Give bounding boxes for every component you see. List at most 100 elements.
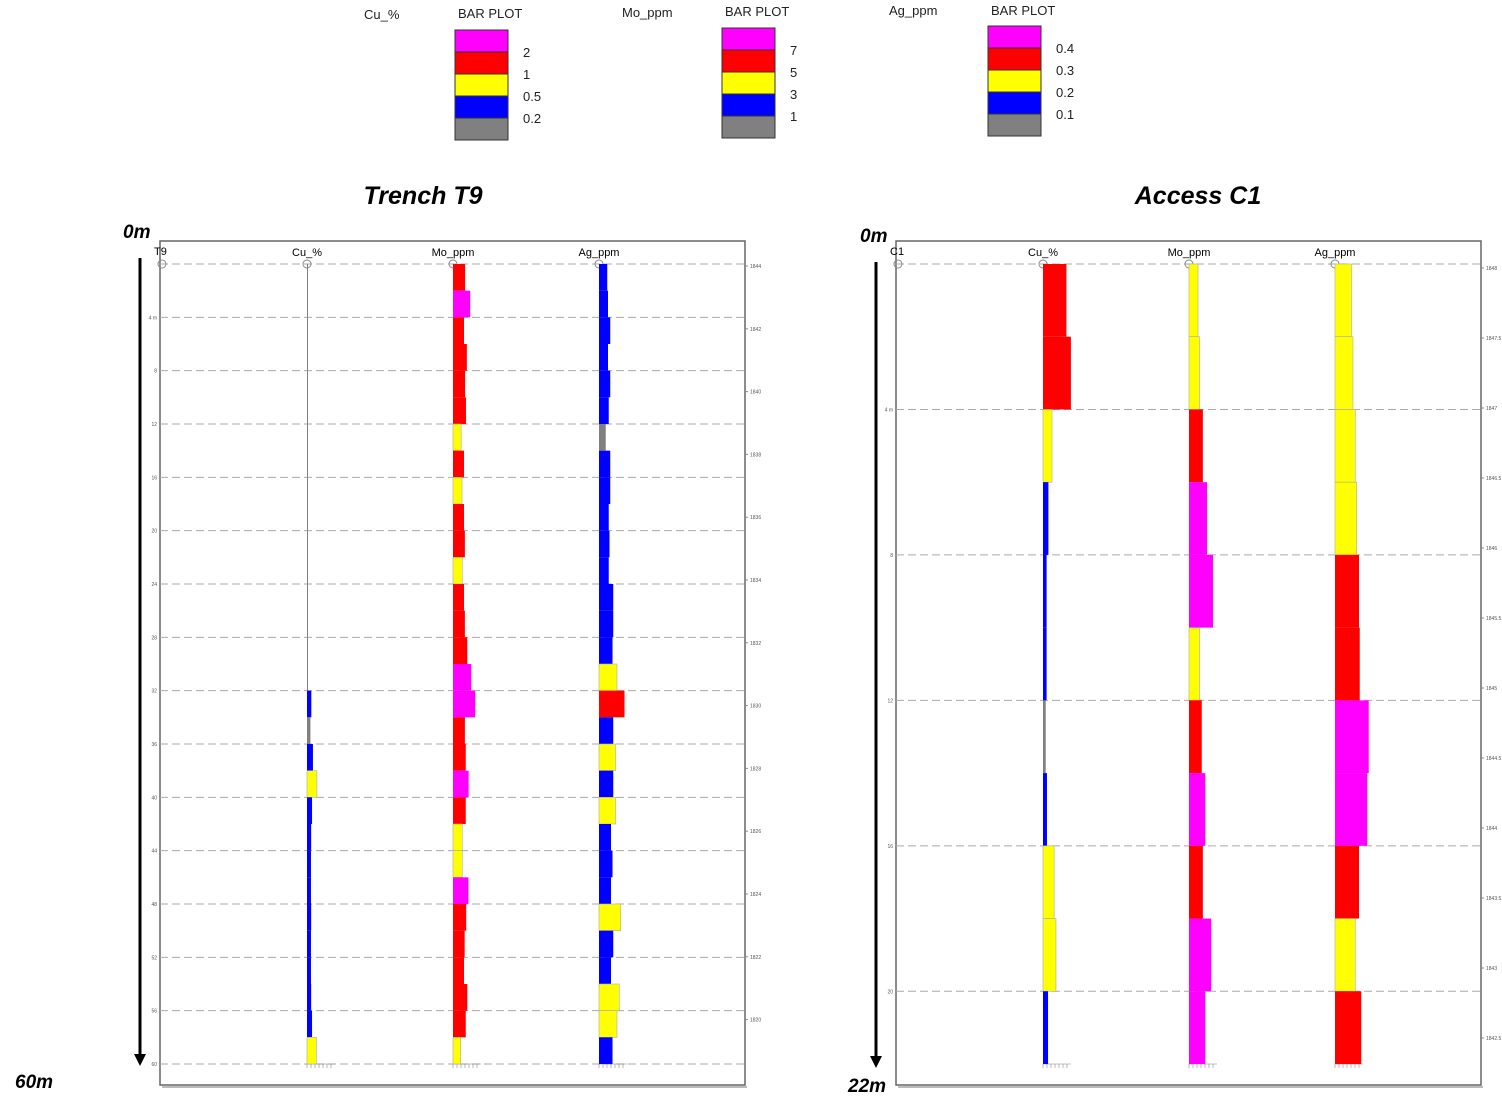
bar-mo-ppm [452,1037,461,1065]
depth-tick-label: 8 [154,369,157,375]
elevation-tick-label: 1838 [750,452,761,458]
bar-mo-ppm [453,904,467,931]
column-header-ag-ppm: Ag_ppm [579,247,620,259]
bar-mo-ppm [1188,336,1200,410]
depth-tick-label: 32 [151,689,157,695]
bar-ag-ppm [599,504,609,531]
bar-ag-ppm [1334,336,1354,410]
legend-element-label: Cu_% [364,7,400,22]
bar-mo-ppm [452,557,463,585]
bar-ag-ppm [599,317,611,344]
bar-mo-ppm [1188,627,1200,701]
bar-mo-ppm [452,477,463,505]
depth-arrow-head [134,1054,146,1066]
bar-cu-% [307,530,308,558]
bar-ag-ppm [599,557,609,584]
bar-mo-ppm [1189,773,1206,846]
elevation-tick-label: 1840 [750,390,761,396]
legend-ag-ppm: Ag_ppm BAR PLOT 0.4 0.3 0.2 0.1 [889,3,1074,137]
depth-tick-label: 24 [151,582,157,588]
depth-tick-label: 4 m [885,407,893,413]
bar-cu-% [307,610,308,638]
elevation-tick-label: 1844 [1486,826,1497,832]
bar-mo-ppm [453,584,464,611]
elevation-tick-label: 1847.5 [1486,336,1502,342]
legend-element-label: Ag_ppm [889,3,937,18]
bar-cu-% [307,397,308,424]
depth-tick-label: 52 [151,955,157,961]
legend-cu-%: Cu_% BAR PLOT 2 1 0.5 0.2 [364,6,541,141]
legend-heading: BAR PLOT [991,3,1055,18]
bar-mo-ppm [1189,845,1203,919]
bar-mo-ppm [453,637,468,664]
bar-ag-ppm [598,983,620,1011]
bar-mo-ppm [453,290,471,318]
plot-frame [159,240,746,1086]
legend-threshold-label: 0.4 [1056,41,1074,56]
bar-ag-ppm [599,637,613,664]
bar-cu-% [1042,918,1057,992]
depth-tick-label: 20 [887,989,893,995]
bar-ag-ppm [598,743,616,771]
bar-cu-% [307,424,308,451]
bar-cu-% [307,664,308,691]
bar-ag-ppm [598,903,622,931]
bar-ag-ppm [599,770,614,798]
depth-arrow-head [870,1056,882,1068]
depth-tick-label: 16 [151,475,157,481]
chart-title: Trench T9 [363,182,482,210]
bar-cu-% [307,450,308,478]
legend-heading: BAR PLOT [725,4,789,19]
depth-tick-label: 36 [151,742,157,748]
bar-ag-ppm [599,930,614,958]
elevation-tick-label: 1844.5 [1486,756,1502,762]
elevation-tick-label: 1824 [750,892,761,898]
bar-mo-ppm [453,930,465,958]
bar-mo-ppm [453,690,476,718]
depth-tick-label: 44 [151,849,157,855]
bar-ag-ppm [599,1037,613,1064]
legend-threshold-label: 2 [523,45,530,60]
bar-cu-% [307,344,308,371]
bar-ag-ppm [1334,481,1358,556]
legend-swatch [721,93,776,117]
legend-element-label: Mo_ppm [622,5,673,20]
bar-ag-ppm [599,424,606,451]
legend-threshold-label: 0.2 [1056,85,1074,100]
bar-cu-% [307,797,313,824]
legend-threshold-label: 7 [790,43,797,58]
bar-mo-ppm [452,850,463,878]
bar-ag-ppm [599,957,611,984]
bar-ag-ppm [599,290,608,318]
bar-mo-ppm [1189,554,1213,628]
bar-mo-ppm [1189,482,1208,555]
bar-ag-ppm [598,663,618,691]
bar-ag-ppm [1334,263,1352,338]
bar-ag-ppm [599,610,614,638]
column-header-mo-ppm: Mo_ppm [1168,247,1211,259]
bar-ag-ppm [599,370,611,398]
bar-ag-ppm [1335,773,1368,846]
legend-swatch [987,69,1042,93]
bar-mo-ppm [453,744,466,771]
bar-cu-% [307,957,311,984]
bar-cu-% [1042,409,1053,483]
depth-start-label: 0m [123,222,151,243]
legend-swatch [454,29,509,53]
elevation-tick-label: 1826 [750,829,761,835]
bar-ag-ppm [1335,991,1362,1064]
elevation-tick-label: 1828 [750,766,761,772]
column-header-ag-ppm: Ag_ppm [1315,247,1356,259]
bar-mo-ppm [453,344,467,371]
legend-swatch [454,117,509,141]
bar-cu-% [307,690,312,718]
bar-cu-% [1042,845,1055,919]
bar-cu-% [307,557,308,584]
bar-ag-ppm [599,344,608,371]
bar-ag-ppm [599,450,611,478]
bar-ag-ppm [1334,409,1356,483]
bar-cu-% [307,877,311,904]
chart-t9: Trench T9 4 m 8 12 16 20 24 28 32 36 40 44 48 52 56 60 1… [15,182,761,1093]
collar-marker [157,259,167,269]
